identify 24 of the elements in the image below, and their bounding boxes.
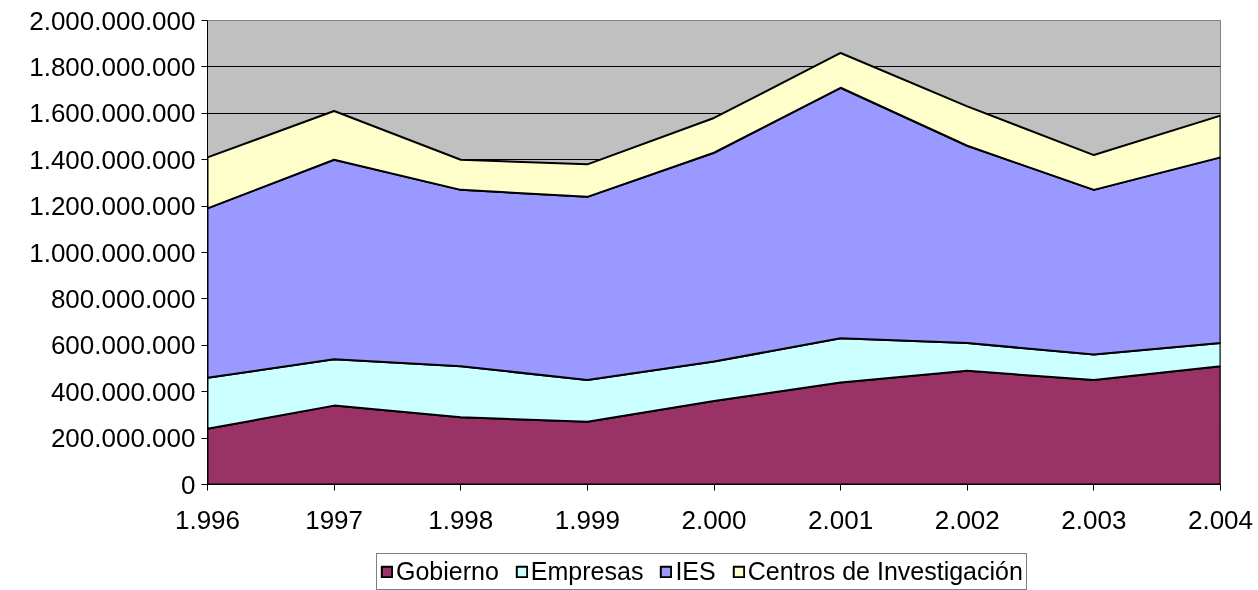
x-tick-label: 2.003 — [1061, 504, 1127, 535]
y-tick-label: 1.400.000.000 — [29, 144, 196, 175]
legend-label: Centros de Investigación — [747, 557, 1023, 586]
y-tick-label: 0 — [181, 469, 196, 500]
x-tick-label: 1.996 — [174, 504, 241, 535]
x-tick-label: 2.002 — [934, 504, 1000, 535]
x-tick-label: 1.999 — [554, 504, 620, 535]
y-tick-label: 1.800.000.000 — [29, 51, 196, 82]
y-tick-label: 400.000.000 — [50, 376, 196, 407]
y-tick-label: 800.000.000 — [50, 283, 196, 314]
legend-label: IES — [675, 557, 716, 586]
y-tick-label: 2.000.000.000 — [29, 5, 196, 36]
y-tick-label: 200.000.000 — [50, 423, 196, 454]
y-tick-label: 1.600.000.000 — [29, 98, 196, 129]
legend-label: Gobierno — [396, 557, 499, 586]
y-tick-label: 1.200.000.000 — [29, 191, 196, 222]
x-tick-label: 1.998 — [428, 504, 494, 535]
x-tick-label: 2.004 — [1187, 504, 1254, 535]
x-tick-label: 1997 — [305, 504, 364, 535]
y-tick-label: 1.000.000.000 — [29, 237, 196, 268]
y-tick-label: 600.000.000 — [50, 330, 196, 361]
legend-label: Empresas — [530, 557, 644, 586]
x-tick-label: 2.001 — [808, 504, 874, 535]
x-tick-label: 2.000 — [681, 504, 747, 535]
